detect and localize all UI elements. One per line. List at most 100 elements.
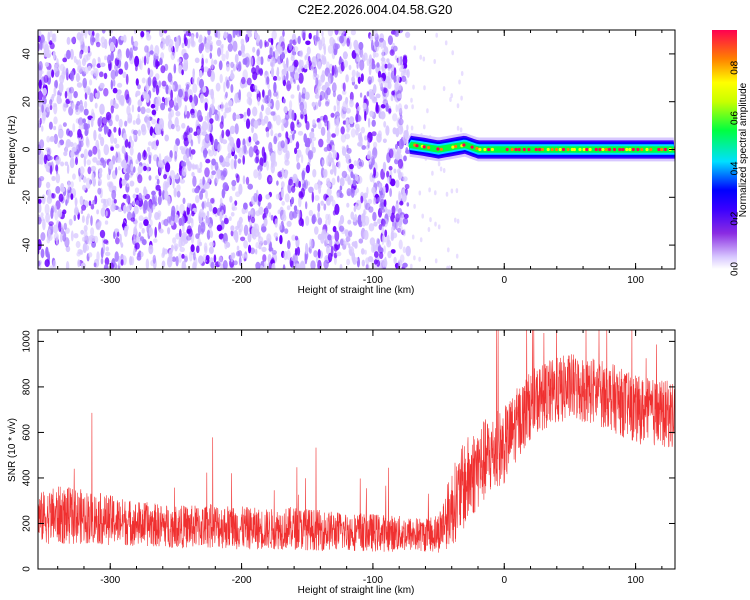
spectrogram-noise-cell (321, 231, 325, 238)
spectrogram-noise-cell (92, 58, 97, 68)
spectrogram-noise-cell (329, 157, 334, 163)
spectrogram-noise-cell (383, 199, 387, 208)
spectrogram-noise-cell (395, 127, 400, 138)
spectrogram-noise-cell (387, 234, 390, 245)
spectrogram-noise-cell (175, 204, 179, 212)
spectrogram-noise-cell (333, 164, 337, 177)
spectrogram-noise-cell (203, 149, 208, 155)
spectrogram-noise-cell (219, 73, 223, 84)
spectrogram-noise-cell (41, 194, 46, 205)
spectrogram-noise-cell (237, 158, 242, 164)
spectrogram-noise-cell (344, 229, 349, 235)
spectrogram-peak-cell (443, 146, 447, 151)
spectrogram-noise-cell (135, 78, 139, 86)
spectrogram-noise-cell (377, 238, 380, 245)
spectrogram-noise-cell (377, 197, 380, 204)
spectrogram-noise-cell (213, 254, 217, 263)
spectrogram-noise-cell (165, 84, 169, 95)
spectrogram-noise-cell (124, 138, 129, 148)
spectrogram-noise-cell (255, 261, 261, 269)
spectrogram-noise-cell (236, 174, 240, 183)
spectrogram-x-label: Height of straight line (km) (298, 285, 415, 296)
spectrogram-noise-cell (290, 121, 295, 132)
spectrogram-noise-cell (390, 94, 394, 102)
spectrogram-noise-cell (294, 72, 300, 81)
spectrogram-noise-cell (43, 154, 48, 165)
spectrogram-noise-cell (80, 153, 85, 159)
spectrogram-noise-cell (215, 82, 221, 92)
spectrogram-noise-cell (270, 37, 274, 46)
spectrogram-noise-cell (377, 218, 382, 224)
spectrogram-noise-cell (403, 213, 409, 219)
spectrogram-noise-cell (100, 157, 105, 163)
colorbar-tick-label: 0.6 (729, 111, 740, 125)
spectrogram-noise-cell (70, 156, 75, 162)
spectrogram-noise-cell (199, 93, 204, 104)
spectrogram-noise-cell (38, 198, 42, 204)
colorbar-label: Normalized spectral amplitude (738, 82, 749, 217)
spectrogram-noise-cell (398, 118, 404, 126)
spectrogram-noise-cell (383, 245, 386, 255)
spectrogram-noise-cell (84, 100, 88, 109)
spectrogram-noise-cell (358, 238, 364, 244)
spectrogram-noise-cell (140, 251, 144, 258)
spectrogram-noise-cell (354, 45, 359, 51)
spectrogram-noise-cell (40, 232, 46, 241)
spectrogram-noise-cell (358, 161, 363, 167)
chart-title: C2E2.2026.004.04.58.G20 (298, 2, 453, 17)
spectrogram-noise-cell (90, 227, 95, 237)
spectrogram-noise-cell (79, 166, 85, 175)
spectrogram-noise-cell (359, 131, 363, 143)
snr-y-label: SNR (10 * v/v) (7, 418, 18, 482)
spectrogram-noise-cell (403, 155, 407, 162)
spectrogram-noise-cell (112, 185, 117, 190)
spectrogram-noise-cell (181, 69, 184, 76)
spectrogram-noise-cell (373, 259, 378, 265)
spectrogram-noise-cell (208, 150, 214, 157)
spectrogram-noise-cell (326, 188, 332, 196)
spectrogram-noise-cell (199, 178, 203, 185)
spectrogram-noise-cell (138, 222, 143, 229)
spectrogram-noise-cell (265, 205, 269, 217)
spectrogram-peak-cell (530, 147, 534, 152)
spectrogram-noise-cell (316, 30, 319, 41)
spectrogram-faint-cell (431, 170, 434, 176)
spectrogram-noise-cell (155, 139, 159, 147)
spectrogram-peak-cell (499, 147, 503, 152)
spectrogram-noise-cell (398, 190, 401, 203)
spectrogram-noise-cell (70, 150, 75, 158)
spectrogram-noise-cell (123, 167, 126, 173)
spectrogram-noise-cell (248, 56, 254, 67)
spectrogram-noise-cell (346, 188, 352, 197)
spectrogram-noise-cell (46, 148, 51, 159)
spectrogram-noise-cell (68, 106, 74, 116)
spectrogram-noise-cell (268, 212, 272, 218)
spectrogram-noise-cell (269, 47, 273, 57)
spectrogram-noise-cell (406, 202, 410, 207)
spectrogram-noise-cell (38, 90, 43, 102)
spectrogram-noise-cell (99, 103, 105, 115)
spectrogram-noise-cell (327, 234, 332, 241)
spectrogram-noise-cell (158, 188, 162, 197)
spectrogram-noise-cell (211, 96, 215, 105)
spectrogram-noise-cell (270, 162, 275, 174)
spectrogram-noise-cell (123, 34, 127, 43)
spectrogram-noise-cell (238, 89, 241, 101)
spectrogram-noise-cell (291, 109, 295, 121)
spectrogram-noise-cell (147, 67, 151, 76)
spectrogram-noise-cell (134, 242, 140, 250)
spectrogram-noise-cell (181, 122, 186, 129)
spectrogram-noise-cell (91, 173, 95, 182)
spectrogram-noise-cell (303, 101, 307, 111)
spectrogram-noise-cell (209, 52, 213, 59)
spectrogram-noise-cell (41, 112, 46, 124)
spectrogram-peak-cell (522, 147, 526, 152)
spectrogram-noise-cell (141, 56, 145, 64)
spectrogram-noise-cell (160, 52, 165, 60)
spectrogram-noise-cell (52, 102, 58, 108)
spectrogram-noise-cell (221, 43, 224, 49)
spectrogram-noise-cell (342, 120, 347, 125)
spectrogram-noise-cell (210, 197, 215, 204)
spectrogram-noise-cell (326, 244, 330, 255)
spectrogram-noise-cell (208, 107, 212, 119)
